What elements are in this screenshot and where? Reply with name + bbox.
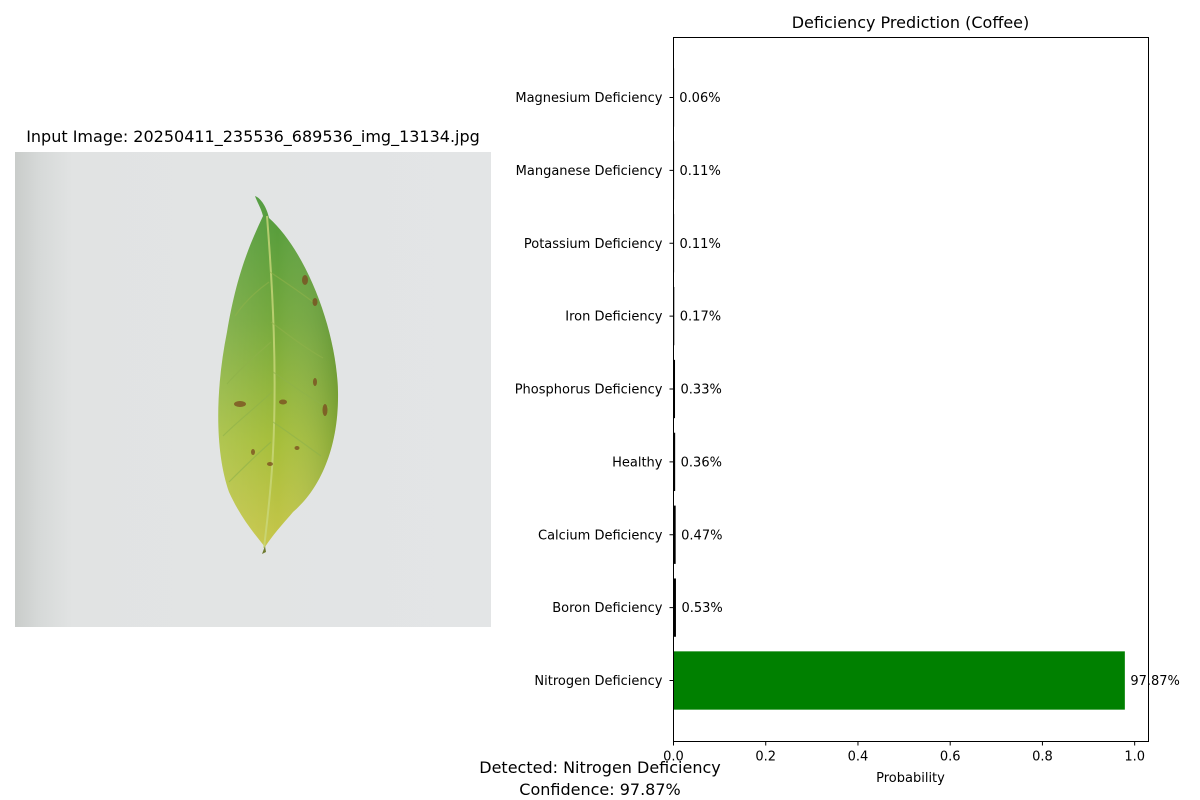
- bar-value-label: 0.47%: [681, 528, 722, 543]
- bar-value-label: 0.53%: [681, 601, 722, 616]
- y-tick-label: Potassium Deficiency: [524, 237, 663, 252]
- bar-value-label: 0.11%: [680, 237, 721, 252]
- y-tick-label: Manganese Deficiency: [516, 164, 663, 179]
- y-tick-label: Calcium Deficiency: [538, 528, 663, 543]
- bar-calcium-deficiency: [673, 505, 676, 564]
- y-tick-label: Boron Deficiency: [552, 601, 663, 616]
- bar-boron-deficiency: [673, 578, 676, 637]
- confidence-text: Confidence: 97.87%: [519, 780, 681, 799]
- detected-text: Detected: Nitrogen Deficiency: [479, 758, 721, 777]
- x-axis-label: Probability: [876, 771, 945, 786]
- x-tick-label: 0.0: [663, 750, 684, 765]
- bar-value-label: 0.06%: [679, 91, 720, 106]
- x-tick-label: 0.6: [940, 750, 961, 765]
- image-title: Input Image: 20250411_235536_689536_img_…: [26, 127, 480, 146]
- bar-value-label: 0.36%: [681, 455, 722, 470]
- y-tick-label: Iron Deficiency: [565, 310, 663, 325]
- leaf-photo: [15, 152, 491, 627]
- y-tick-label: Magnesium Deficiency: [515, 91, 662, 106]
- bar-value-label: 97.87%: [1130, 674, 1180, 689]
- x-tick-label: 1.0: [1124, 750, 1145, 765]
- bar-value-label: 0.33%: [681, 383, 722, 398]
- bar-healthy: [673, 432, 676, 492]
- x-tick-label: 0.2: [755, 750, 776, 765]
- bar-value-label: 0.17%: [680, 310, 721, 325]
- x-tick-label: 0.8: [1032, 750, 1053, 765]
- chart-title: Deficiency Prediction (Coffee): [792, 13, 1030, 32]
- x-tick-label: 0.4: [848, 750, 869, 765]
- chart-frame: [673, 37, 1149, 742]
- y-tick-label: Healthy: [612, 455, 663, 470]
- bar-value-label: 0.11%: [680, 164, 721, 179]
- y-tick-label: Phosphorus Deficiency: [515, 383, 663, 398]
- bar-phosphorus-deficiency: [673, 359, 676, 419]
- bar-nitrogen-deficiency: [673, 651, 1125, 710]
- y-tick-label: Nitrogen Deficiency: [534, 674, 662, 689]
